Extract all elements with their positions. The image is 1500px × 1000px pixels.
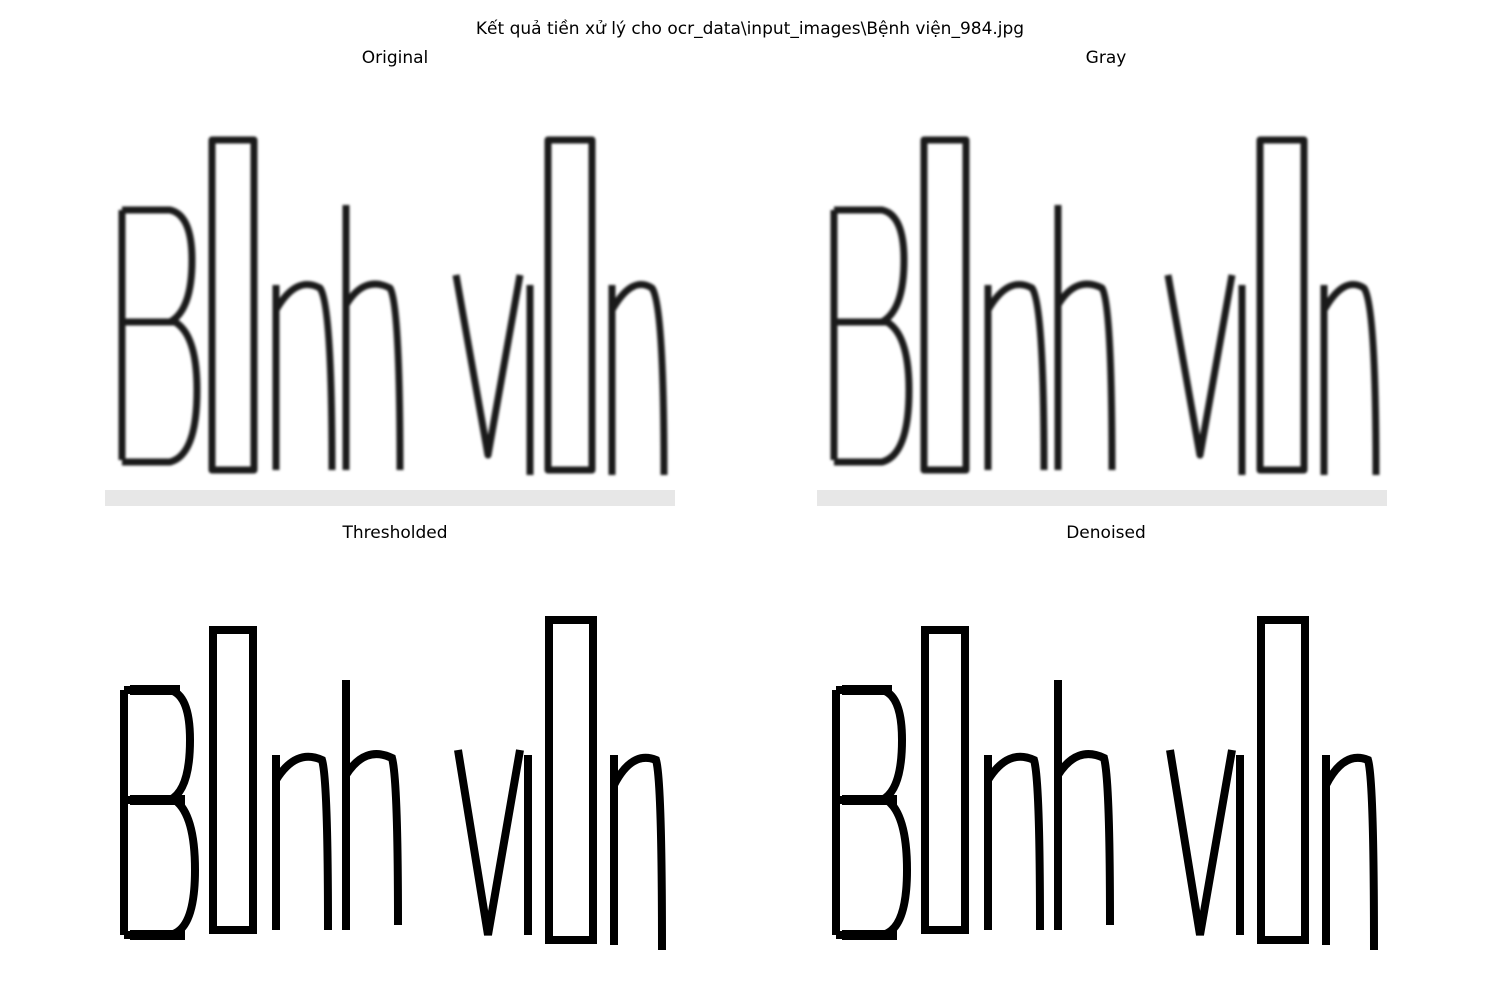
denoised-image-panel <box>812 590 1392 1000</box>
panel-title-gray: Gray <box>1085 48 1127 68</box>
gray-image-panel <box>812 110 1392 520</box>
panel-title-thresholded: Thresholded <box>342 523 448 543</box>
original-image-panel <box>100 110 680 520</box>
thresholded-image-panel <box>100 590 680 1000</box>
figure-title: Kết quả tiền xử lý cho ocr_data\input_im… <box>475 19 1025 39</box>
panel-title-denoised: Denoised <box>1066 523 1146 543</box>
denoised-image <box>832 616 1378 951</box>
panel-title-original: Original <box>361 48 429 68</box>
thresholded-image <box>120 616 666 951</box>
original-image <box>105 136 675 506</box>
gray-image <box>817 136 1387 506</box>
